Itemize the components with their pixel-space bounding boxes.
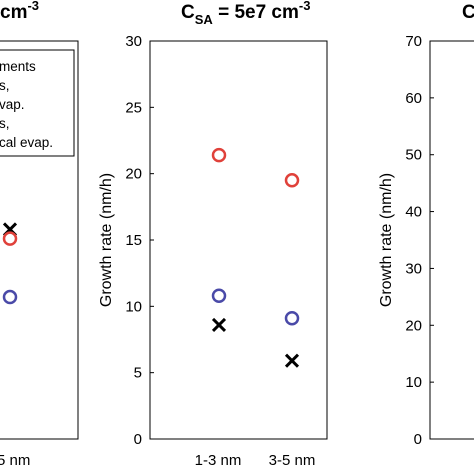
panel-middle-ytick-label: 25 xyxy=(125,99,142,116)
legend-entry-1: ments xyxy=(0,59,36,74)
panel-left-circle-marker xyxy=(2,289,18,305)
panel-right-ytick-label: 60 xyxy=(405,90,422,107)
panel-middle-ylabel: Growth rate (nm/h) xyxy=(98,173,115,307)
panel-middle-ticks: 0 5 10 15 20 25 30 xyxy=(125,33,154,448)
panel-left-axes-box xyxy=(0,40,79,440)
panel-right-ytick-label: 30 xyxy=(405,260,422,277)
legend: ments s, vap. s, cal evap. xyxy=(0,49,75,157)
panel-right-axes-box xyxy=(429,40,474,440)
panel-middle-cross-marker xyxy=(211,317,227,332)
panel-middle-ytick-label: 15 xyxy=(125,232,142,249)
panel-middle-circle-marker xyxy=(211,147,227,163)
panel-right-ytick-label: 20 xyxy=(405,317,422,334)
panel-middle-circle-marker xyxy=(284,311,300,326)
panel-left-title: cm-3 xyxy=(0,0,39,23)
panel-middle-cross-marker xyxy=(284,353,300,368)
panel-right-ytick-label: 40 xyxy=(405,204,422,221)
legend-entry-2: s, xyxy=(0,78,10,93)
panel-middle-ytick-label: 30 xyxy=(125,33,142,50)
panel-left-xtick-2: -5 nm xyxy=(0,452,30,469)
panel-middle-ytick-label: 20 xyxy=(125,166,142,183)
panel-right-ytick-label: 70 xyxy=(405,33,422,50)
panel-middle-ytick-label: 10 xyxy=(125,298,142,315)
panel-middle-circle-marker xyxy=(211,288,227,303)
panel-right-ytick-label: 50 xyxy=(405,147,422,164)
panel-left-circle-marker xyxy=(2,231,18,246)
panel-middle: CSA = 5e7 cm-3 0 5 10 15 20 25 30 Growth rate … xyxy=(98,0,328,469)
panel-right: C 0 10 20 30 40 50 60 70 Growth rate (nm/h) xyxy=(378,2,474,448)
panel-middle-axes-box xyxy=(149,40,328,440)
panel-middle-ytick-label: 5 xyxy=(134,365,142,382)
panel-middle-title: CSA = 5e7 cm-3 xyxy=(181,0,310,27)
panel-right-ytick-label: 0 xyxy=(414,431,422,448)
legend-box xyxy=(0,49,75,157)
panel-middle-circle-marker xyxy=(284,173,300,188)
panel-right-ytick-label: 10 xyxy=(405,374,422,391)
panel-left: cm-3 -5 nm ments s, vap. s, cal evap. xyxy=(0,0,79,469)
panel-middle-markers xyxy=(211,147,300,368)
panel-left-markers xyxy=(2,222,18,305)
panel-right-ylabel: Growth rate (nm/h) xyxy=(378,173,395,307)
panel-right-ticks: 0 10 20 30 40 50 60 70 xyxy=(405,33,434,448)
legend-entry-3: vap. xyxy=(0,97,25,112)
panel-middle-xtick-1: 1-3 nm xyxy=(195,452,242,469)
legend-entry-4: s, xyxy=(0,116,10,131)
legend-entry-5: cal evap. xyxy=(0,135,53,150)
panel-right-title: C xyxy=(462,2,474,23)
panel-middle-xtick-2: 3-5 nm xyxy=(269,452,316,469)
panel-middle-ytick-label: 0 xyxy=(134,431,142,448)
